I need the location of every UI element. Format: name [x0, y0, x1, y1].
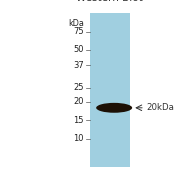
Text: 15: 15 [73, 116, 84, 125]
Text: 37: 37 [73, 61, 84, 70]
Bar [90, 13, 130, 167]
Text: 50: 50 [73, 45, 84, 54]
Text: 75: 75 [73, 27, 84, 36]
Text: 20kDa: 20kDa [147, 103, 175, 112]
Text: kDa: kDa [68, 19, 84, 28]
Ellipse shape [96, 103, 132, 113]
Text: Western Blot: Western Blot [76, 0, 143, 3]
Text: 10: 10 [73, 134, 84, 143]
Text: 20: 20 [73, 97, 84, 106]
Text: 25: 25 [73, 83, 84, 92]
